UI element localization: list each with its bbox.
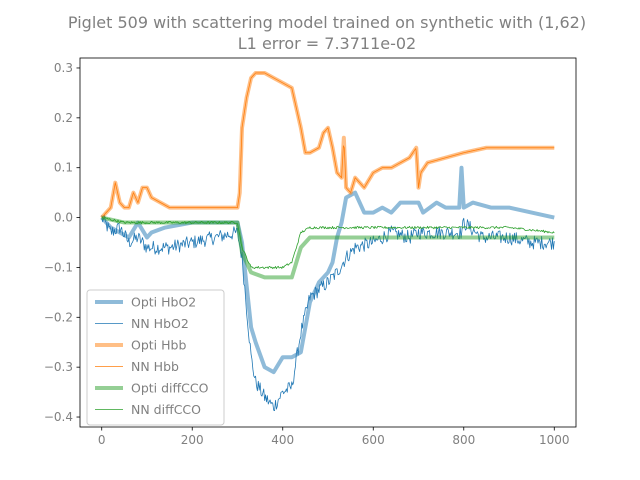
x-axis: 0 200 400 600 800 1000 xyxy=(98,427,570,447)
x-tick-label: 600 xyxy=(362,433,385,447)
legend-label: NN HbO2 xyxy=(131,316,189,331)
y-tick-label: −0.1 xyxy=(44,260,73,274)
x-tick-label: 200 xyxy=(181,433,204,447)
y-tick-label: 0.0 xyxy=(54,211,73,225)
series-line-opti-hbb xyxy=(100,70,555,219)
legend-label: Opti diffCCO xyxy=(131,381,209,396)
y-tick-label: −0.3 xyxy=(44,360,73,374)
y-tick-label: −0.4 xyxy=(44,410,73,424)
legend-label: Opti Hbb xyxy=(131,338,186,353)
legend: Opti HbO2 NN HbO2 Opti Hbb NN Hbb Opti diffC… xyxy=(86,289,225,426)
legend-label: NN diffCCO xyxy=(131,402,201,417)
axes-frame xyxy=(79,57,577,428)
legend-label: NN Hbb xyxy=(131,359,179,374)
plot-area xyxy=(79,57,577,428)
x-tick-label: 800 xyxy=(452,433,475,447)
y-axis: −0.4 −0.3 −0.2 −0.1 0.0 0.1 0.2 0.3 xyxy=(44,61,80,424)
y-tick-label: 0.3 xyxy=(54,61,73,75)
series-layer xyxy=(100,70,555,412)
y-tick-label: −0.2 xyxy=(44,310,73,324)
y-tick-label: 0.1 xyxy=(54,161,73,175)
x-tick-label: 400 xyxy=(271,433,294,447)
x-tick-label: 1000 xyxy=(539,433,570,447)
chart-subtitle: L1 error = 7.3711e-02 xyxy=(238,34,416,53)
x-tick-label: 0 xyxy=(98,433,106,447)
y-tick-label: 0.2 xyxy=(54,111,73,125)
series-line-opti-hbo2 xyxy=(100,165,555,375)
legend-label: Opti HbO2 xyxy=(131,295,196,310)
series-line-nn-diffcco xyxy=(101,217,555,270)
series-line-nn-hbb xyxy=(101,72,555,218)
chart-title: Piglet 509 with scattering model trained… xyxy=(68,13,586,32)
